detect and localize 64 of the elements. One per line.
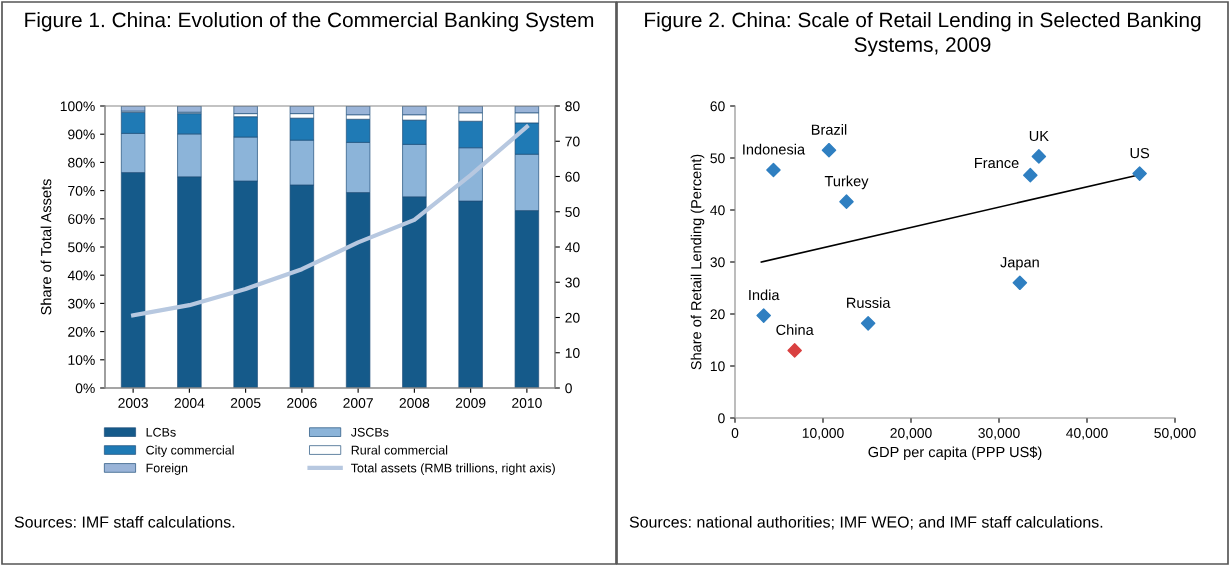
x-tick-label: 30,000 (978, 428, 1020, 440)
x-tick-label: 2009 (455, 398, 486, 408)
y-tick-label: 60% (68, 214, 95, 224)
annotation: UK (1029, 130, 1049, 142)
y-axis-title: Share of Retail Lending (Percent) (690, 154, 705, 370)
chart-title: Figure 1. China: Evolution of the Commercial Banking System (25, 12, 594, 32)
legend-label: Rural commercial (351, 445, 448, 455)
legend-label: Total assets (RMB trillions, right axis) (351, 463, 555, 475)
y-tick-label: 0% (75, 383, 95, 394)
legend-label: JSCBs (350, 427, 389, 437)
y-tick-label: 0 (718, 413, 725, 424)
x-axis-title: GDP per capita (PPP US$) (868, 446, 1042, 461)
y2-tick-label: 80 (565, 101, 580, 112)
annotation: Turkey (824, 175, 869, 190)
y2-tick-label: 50 (565, 207, 580, 217)
y-tick-label: 10 (710, 361, 725, 372)
y-tick-label: 40 (710, 205, 725, 216)
y-tick-label: 20% (68, 326, 95, 337)
x-tick-label: 2003 (118, 398, 148, 408)
y2-tick-label: 30 (565, 277, 580, 288)
x-tick-label: 2004 (174, 398, 205, 408)
y-tick-label: 20 (710, 309, 725, 320)
y-tick-label: 40% (67, 270, 95, 281)
y-tick-label: 10% (68, 355, 95, 365)
y-tick-label: 80% (68, 157, 95, 168)
x-tick-label: 0 (731, 428, 739, 438)
chart-title: Figure 2. China: Scale of Retail Lending in Selected Banking Systems, 2009 (645, 12, 1201, 57)
y2-tick-label: 20 (565, 312, 580, 323)
y2-tick-label: 60 (565, 171, 580, 182)
x-tick-label: 2006 (287, 398, 317, 408)
y2-tick-label: 40 (565, 242, 580, 253)
annotation: US (1130, 147, 1150, 159)
x-tick-label: 20,000 (890, 428, 932, 440)
y-tick-label: 30 (710, 257, 725, 268)
x-tick-label: 2010 (512, 398, 542, 408)
y-axis-title: Share of Total Assets (40, 179, 52, 315)
y2-tick-label: 70 (565, 136, 580, 147)
x-tick-label: 2008 (399, 398, 430, 408)
source-note: Sources: national authorities; IMF WEO; and IMF staff calculations. (629, 516, 1103, 530)
y-tick-label: 50% (68, 242, 95, 253)
x-tick-label: 10,000 (802, 428, 844, 440)
y-tick-label: 50 (710, 153, 725, 164)
y-tick-label: 60 (710, 101, 725, 112)
y2-tick-label: 0 (565, 383, 572, 394)
annotation: Indonesia (743, 143, 806, 155)
annotation: Russia (847, 297, 891, 308)
annotation: India (749, 289, 780, 301)
annotation: Japan (1000, 257, 1039, 271)
legend-label: Foreign (146, 463, 188, 475)
legend-label: LCBs (146, 427, 176, 437)
y-tick-label: 30% (68, 298, 95, 309)
annotation: Brazil (811, 124, 847, 135)
x-tick-label: 50,000 (1154, 428, 1196, 440)
x-tick-label: 2005 (230, 398, 261, 408)
y-tick-label: 70% (68, 185, 95, 196)
y2-tick-label: 10 (565, 348, 580, 358)
legend-label: City commercial (146, 445, 234, 457)
source-note: Sources: IMF staff calculations. (14, 516, 235, 528)
x-tick-label: 40,000 (1066, 428, 1108, 440)
annotation: France (975, 157, 1019, 169)
y-tick-label: 90% (68, 129, 95, 140)
x-tick-label: 2007 (343, 398, 373, 408)
annotation: China (776, 324, 814, 336)
y-tick-label: 100% (60, 101, 95, 112)
